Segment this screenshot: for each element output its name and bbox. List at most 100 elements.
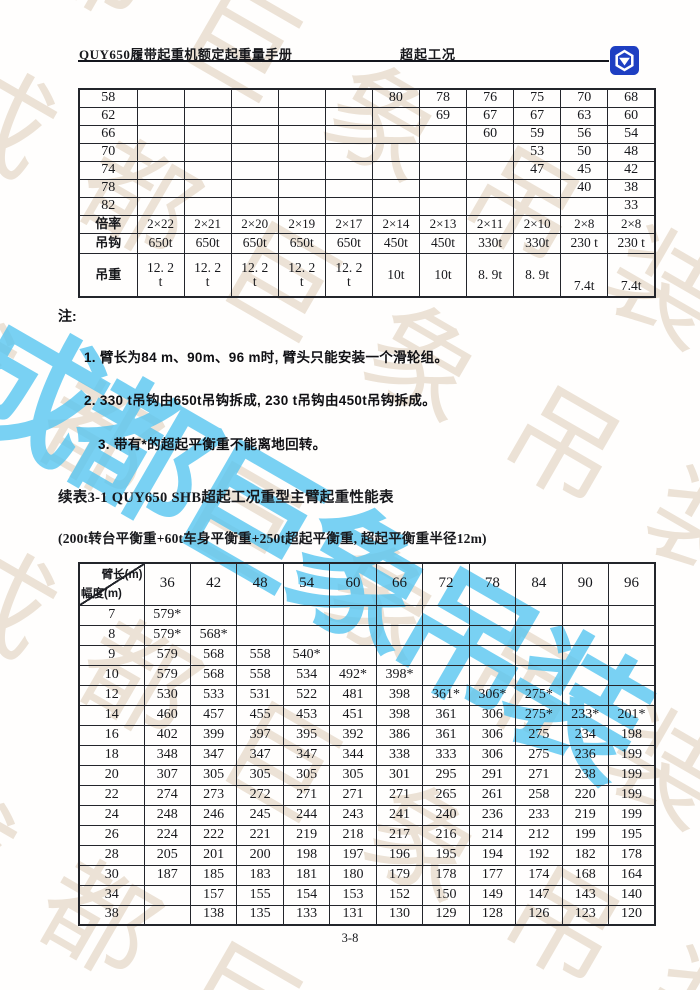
capacity-cell: [375, 624, 424, 646]
capacity-cell: 216: [422, 824, 470, 846]
radius-cell: 74: [78, 160, 138, 180]
capacity-cell: 579*: [143, 624, 191, 646]
hook-weight-cell: 12. 2 t: [136, 252, 185, 298]
capacity-cell: 200: [236, 844, 284, 866]
radius-cell: 16: [78, 724, 145, 746]
hook-cell: 650t: [277, 232, 326, 254]
hook-cell: 230 t: [607, 232, 656, 254]
capacity-cell: [608, 684, 656, 706]
capacity-cell: [608, 644, 656, 666]
capacity-cell: [230, 178, 279, 198]
boom-length-header: 60: [329, 562, 377, 606]
capacity-cell: 261: [468, 784, 517, 806]
capacity-cell: 154: [282, 884, 331, 906]
capacity-cell: [230, 160, 279, 180]
capacity-cell: 178: [422, 864, 470, 886]
capacity-cell: 135: [236, 904, 284, 926]
capacity-cell: [561, 684, 610, 706]
capacity-cell: [236, 604, 284, 626]
capacity-cell: 238: [561, 764, 610, 786]
boom-length-header: 90: [561, 562, 610, 606]
table-row: 28 205 201 200 198 197 196 195 194 192 182 178: [78, 844, 656, 866]
table-row: 22 274 273 272 271 271 271 265 261 258 220 199: [78, 784, 656, 806]
capacity-cell: [560, 196, 609, 216]
capacity-cell: 199: [561, 824, 610, 846]
table-row: 34 157 155 154 153 152 150 149 147 143 140: [78, 884, 656, 906]
capacity-cell: 568*: [189, 624, 238, 646]
capacity-cell: 306: [468, 724, 517, 746]
capacity-cell: 579: [143, 644, 191, 666]
radius-cell: 18: [78, 744, 145, 766]
hook-weight-cell: 12. 2 t: [183, 252, 232, 298]
capacity-cell: 56: [560, 124, 609, 144]
hook-cell: 650t: [183, 232, 232, 254]
radius-cell: 20: [78, 764, 145, 786]
capacity-cell: [329, 604, 377, 626]
capacity-cell: [515, 604, 563, 626]
ratio-cell: 2×8: [560, 214, 609, 234]
ratio-cell: 2×21: [183, 214, 232, 234]
capacity-cell: [608, 624, 656, 646]
capacity-cell: 305: [282, 764, 331, 786]
capacity-cell: [466, 142, 515, 162]
capacity-cell: 120: [608, 904, 656, 926]
capacity-cell: 397: [236, 724, 284, 746]
capacity-cell: [418, 196, 468, 216]
capacity-cell: [236, 624, 284, 646]
capacity-cell: 386: [375, 724, 424, 746]
capacity-cell: 305: [329, 764, 377, 786]
capacity-cell: [371, 196, 420, 216]
capacity-cell: [468, 664, 517, 686]
capacity-cell: 80: [371, 88, 420, 108]
capacity-cell: 558: [236, 644, 284, 666]
row-label-cell: 吊重: [78, 252, 138, 298]
capacity-cell: [371, 106, 420, 126]
radius-cell: 22: [78, 784, 145, 806]
hook-cell: 650t: [230, 232, 279, 254]
ratio-cell: 2×20: [230, 214, 279, 234]
corner-cell: 臂长(m) 幅度(m): [78, 562, 145, 606]
ratio-cell: 2×11: [466, 214, 515, 234]
ratio-cell: 2×8: [607, 214, 656, 234]
capacity-cell: 333: [422, 744, 470, 766]
capacity-cell: 133: [282, 904, 331, 926]
capacity-cell: 198: [282, 844, 331, 866]
capacity-cell: 47: [513, 160, 562, 180]
capacity-cell: 243: [329, 804, 377, 826]
capacity-cell: 70: [560, 88, 609, 108]
table-row: 38 138 135 133 131 130 129 128 126 123 120: [78, 904, 656, 926]
table-row: 10 579 568 558 534 492* 398*: [78, 664, 656, 686]
capacity-cell: [277, 142, 326, 162]
capacity-cell: [561, 604, 610, 626]
capacity-cell: 130: [375, 904, 424, 926]
capacity-cell: [515, 664, 563, 686]
table-row: 82 33: [78, 196, 656, 216]
capacity-cell: [561, 644, 610, 666]
capacity-cell: 126: [515, 904, 563, 926]
capacity-cell: 220: [561, 784, 610, 806]
capacity-cell: 291: [468, 764, 517, 786]
capacity-cell: 274: [143, 784, 191, 806]
radius-cell: 78: [78, 178, 138, 198]
capacity-cell: 275: [515, 744, 563, 766]
radius-cell: 58: [78, 88, 138, 108]
hook-weight-cell: 7.4t: [560, 252, 609, 298]
main-boom-capacity-table: 臂长(m) 幅度(m) 36 42 48 54 60 66 72 78 84 90 96 7 579* 8 57…: [78, 562, 656, 926]
capacity-cell: 177: [468, 864, 517, 886]
hook-cell: 450t: [371, 232, 420, 254]
capacity-cell: 67: [513, 106, 562, 126]
hook-weight-cell: 10t: [418, 252, 468, 298]
capacity-cell: [371, 160, 420, 180]
hook-weight-cell: 12. 2 t: [230, 252, 279, 298]
capacity-cell: 157: [189, 884, 238, 906]
capacity-cell: 187: [143, 864, 191, 886]
capacity-cell: [230, 88, 279, 108]
capacity-cell: [515, 624, 563, 646]
capacity-cell: [324, 142, 373, 162]
capacity-cell: 40: [560, 178, 609, 198]
boom-length-header: 66: [375, 562, 424, 606]
capacity-cell: 147: [515, 884, 563, 906]
table-row: 9 579 568 558 540*: [78, 644, 656, 666]
capacity-cell: [230, 142, 279, 162]
capacity-cell: 348: [143, 744, 191, 766]
